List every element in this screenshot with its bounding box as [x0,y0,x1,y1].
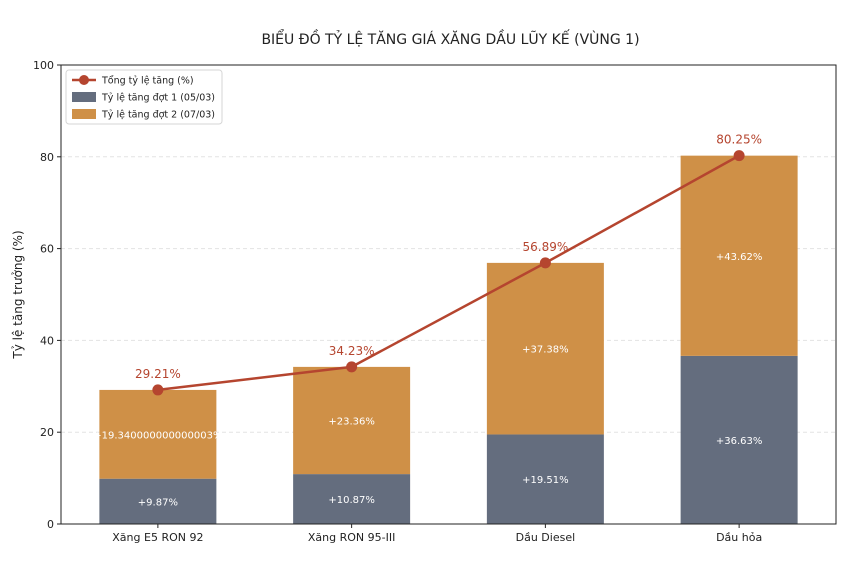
bar-segment-1 [486,434,604,524]
bar-data-label: +23.36% [328,416,375,427]
bar-segment-2 [293,366,411,475]
y-tick-label: 60 [40,243,54,256]
legend-label: Tỷ lệ tăng đợt 2 (07/03) [101,110,215,121]
legend-box [65,69,223,125]
legend-bar-swatch [72,109,96,119]
total-data-label: 56.89% [522,240,568,254]
bar-data-label: +19.340000000000003% [93,430,222,441]
bar-segment-2 [486,262,604,435]
legend-bar-swatch [72,92,96,102]
total-point [346,361,358,373]
y-tick-label: 20 [40,426,54,439]
total-point [152,384,164,396]
legend-marker [79,75,89,85]
y-tick-label: 100 [33,59,54,72]
chart-title: BIỂU ĐỒ TỶ LỆ TĂNG GIÁ XĂNG DẦU LŨY KẾ (… [261,29,639,48]
bar-data-label: +36.63% [716,436,763,447]
total-data-label: 80.25% [716,133,762,147]
bar-segment-1 [293,474,411,524]
bar-data-label: +19.51% [522,475,569,486]
bar-data-label: +10.87% [328,495,375,506]
x-tick-label: Dầu Diesel [516,531,576,544]
x-tick-label: Xăng RON 95-III [308,531,395,544]
bar-data-label: +9.87% [138,497,178,508]
y-tick-label: 80 [40,151,54,164]
total-point [733,150,745,162]
bar-segment-1 [99,478,217,524]
y-tick-label: 40 [40,334,54,347]
bar-segment-2 [99,389,217,479]
total-data-label: 29.21% [135,367,181,381]
bar-segment-1 [680,355,798,524]
x-tick-label: Xăng E5 RON 92 [112,531,203,544]
legend-label: Tỷ lệ tăng đợt 1 (05/03) [101,93,215,104]
x-tick-label: Dầu hỏa [716,531,762,544]
bar-data-label: +43.62% [716,252,763,263]
bar-data-label: +37.38% [522,345,569,356]
bar-segment-2 [680,155,798,356]
y-axis-label: Tỷ lệ tăng trưởng (%) [11,230,25,359]
total-line [157,154,740,392]
total-point [539,257,551,269]
y-tick-label: 0 [47,518,54,531]
legend-label: Tổng tỷ lệ tăng (%) [101,76,194,87]
total-data-label: 34.23% [329,344,375,358]
plot-frame [60,64,837,525]
